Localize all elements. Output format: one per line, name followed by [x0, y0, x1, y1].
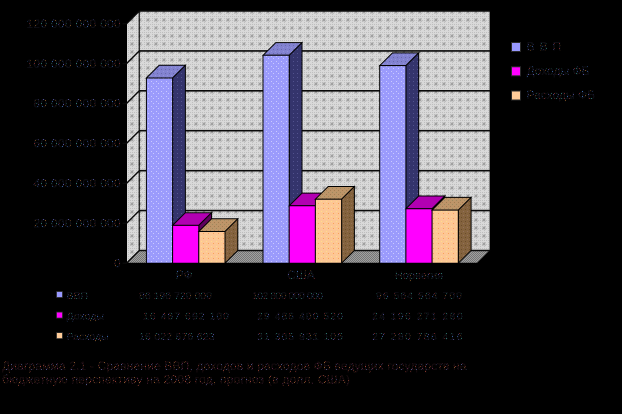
svg-text:20 000 000 000: 20 000 000 000: [33, 217, 121, 231]
svg-text:120 000 000 000: 120 000 000 000: [26, 17, 121, 31]
svg-text:80 000 000 000: 80 000 000 000: [33, 97, 121, 111]
svg-text:29 486 400 520: 29 486 400 520: [257, 311, 344, 323]
svg-text:16 487 692 100: 16 487 692 100: [143, 311, 230, 323]
svg-text:16 022 676 623: 16 022 676 623: [139, 331, 215, 343]
svg-text:40 000 000 000: 40 000 000 000: [33, 177, 121, 191]
svg-text:Расходы: Расходы: [67, 331, 109, 343]
svg-text:96 564 564 700: 96 564 564 700: [376, 290, 463, 302]
svg-text:ВВП: ВВП: [527, 40, 567, 54]
svg-text:РФ: РФ: [176, 268, 193, 282]
svg-text:Расходы ФБ: Расходы ФБ: [527, 88, 596, 102]
svg-text:86 196 720 000: 86 196 720 000: [139, 290, 212, 302]
svg-text:24 196 271 280: 24 196 271 280: [372, 311, 464, 323]
svg-text:Диаграмма 2.1 - Сравнение ВВП,: Диаграмма 2.1 - Сравнение ВВП, доходов и…: [2, 359, 467, 373]
svg-text:бюджетную перспективу на 2008: бюджетную перспективу на 2008 год, прогн…: [2, 373, 350, 387]
svg-text:Норвегия: Норвегия: [395, 270, 443, 282]
svg-text:100 000 000 000: 100 000 000 000: [26, 57, 121, 71]
svg-text:Доходы: Доходы: [67, 311, 104, 323]
svg-text:102 800 000 000: 102 800 000 000: [252, 290, 323, 302]
svg-text:Доходы ФБ: Доходы ФБ: [527, 64, 590, 78]
svg-text:США: США: [287, 268, 315, 282]
svg-text:0: 0: [114, 256, 121, 270]
svg-text:27 280 786 416: 27 280 786 416: [372, 331, 464, 343]
svg-text:60 000 000 000: 60 000 000 000: [33, 137, 121, 151]
svg-text:ВВП: ВВП: [67, 290, 89, 302]
svg-text:31 305 931 105: 31 305 931 105: [257, 331, 344, 343]
